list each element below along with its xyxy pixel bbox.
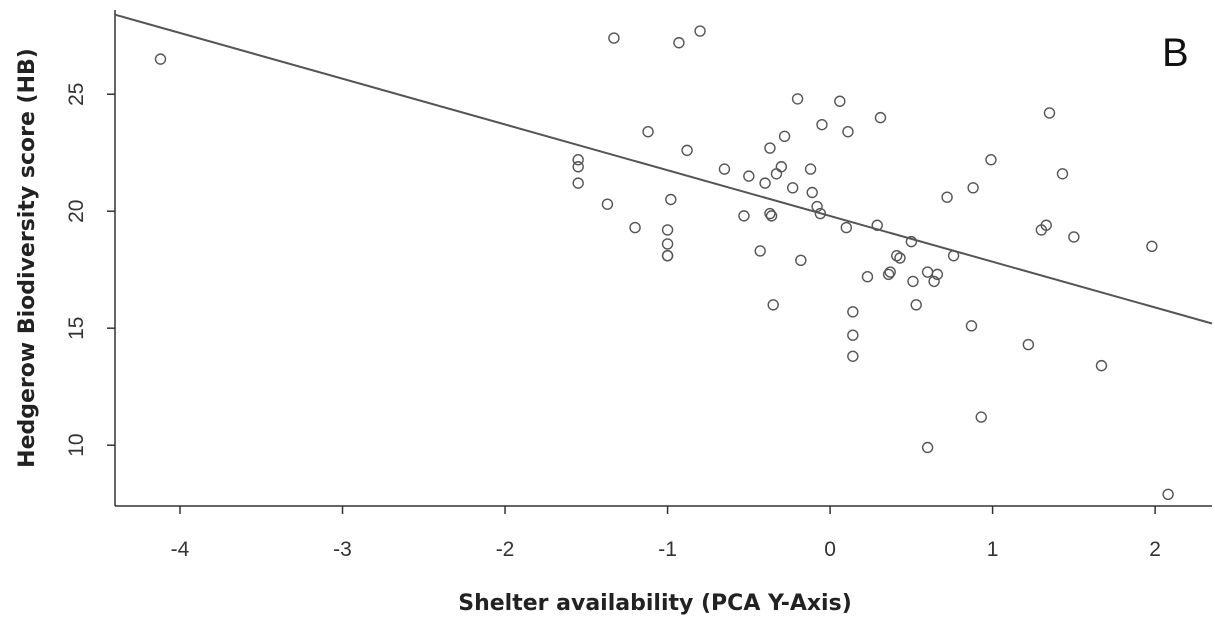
- data-point: [1095, 359, 1108, 372]
- data-point: [840, 221, 853, 234]
- data-point: [847, 306, 859, 318]
- x-tick-label: 2: [1149, 538, 1161, 561]
- x-tick-label: -1: [658, 538, 677, 561]
- data-point: [572, 177, 584, 189]
- x-tick-label: -2: [496, 538, 515, 561]
- x-tick-label: 1: [987, 538, 999, 561]
- panel-label: B: [1162, 31, 1189, 75]
- data-point: [629, 221, 641, 234]
- data-point: [1068, 231, 1080, 243]
- data-point: [928, 275, 940, 288]
- data-point: [775, 161, 788, 173]
- data-point: [601, 198, 614, 210]
- data-point: [787, 182, 799, 194]
- data-points: [154, 25, 1174, 501]
- data-point: [967, 182, 979, 194]
- data-point: [847, 350, 859, 362]
- data-point: [975, 411, 987, 423]
- data-point: [921, 441, 934, 454]
- y-tick-label: 25: [65, 83, 88, 106]
- data-point: [816, 118, 828, 131]
- data-point: [1043, 107, 1056, 119]
- data-point: [842, 125, 854, 138]
- data-point: [791, 93, 804, 105]
- data-point: [894, 252, 906, 264]
- data-point: [941, 191, 953, 203]
- data-point: [871, 219, 883, 231]
- data-point: [882, 268, 895, 281]
- data-point: [1040, 219, 1052, 231]
- data-point: [743, 170, 755, 182]
- data-point: [718, 163, 731, 175]
- data-point: [874, 111, 887, 124]
- data-point: [694, 25, 706, 37]
- data-point: [759, 177, 771, 189]
- data-point: [907, 275, 919, 288]
- regression-line: [114, 13, 1213, 325]
- data-point: [608, 32, 620, 44]
- data-point: [1056, 168, 1069, 180]
- data-point: [910, 299, 922, 311]
- data-point: [921, 266, 934, 278]
- data-point: [1022, 338, 1035, 351]
- data-point: [891, 249, 903, 262]
- data-point: [661, 249, 674, 262]
- data-point: [811, 200, 823, 213]
- data-point: [778, 130, 791, 143]
- data-point: [947, 249, 960, 262]
- data-point: [861, 271, 874, 283]
- data-point: [834, 95, 846, 107]
- x-ticks: -4 -3 -2 -1 0 1 2: [171, 506, 1161, 561]
- data-point: [754, 245, 766, 257]
- data-point: [681, 144, 693, 157]
- data-point: [985, 154, 997, 166]
- axes-frame: [114, 10, 1212, 507]
- y-tick-label: 20: [65, 200, 88, 223]
- data-point: [673, 37, 685, 49]
- data-point: [572, 154, 584, 166]
- data-point: [884, 266, 896, 278]
- data-point: [661, 238, 674, 250]
- data-point: [1162, 488, 1174, 501]
- data-point: [804, 163, 817, 175]
- data-point: [661, 224, 674, 236]
- data-point: [847, 329, 859, 341]
- data-point: [642, 125, 654, 138]
- data-point: [795, 254, 807, 267]
- data-point: [1146, 240, 1158, 253]
- data-point: [764, 142, 776, 154]
- y-ticks: 10 15 20 25: [65, 83, 115, 457]
- data-point: [572, 161, 584, 173]
- data-point: [905, 235, 918, 248]
- data-point: [767, 299, 779, 311]
- data-point: [665, 193, 677, 206]
- data-point: [738, 210, 750, 222]
- x-tick-label: -3: [333, 538, 352, 561]
- y-tick-label: 15: [65, 317, 88, 340]
- data-point: [770, 168, 783, 180]
- y-tick-label: 10: [65, 433, 88, 456]
- x-tick-label: 0: [824, 538, 836, 561]
- data-point: [764, 207, 776, 220]
- y-axis-title: Hedgerow Biodiversity score (HB): [15, 48, 40, 468]
- x-axis-title: Shelter availability (PCA Y-Axis): [458, 591, 852, 616]
- data-point: [806, 186, 818, 199]
- data-point: [765, 210, 778, 222]
- data-point: [931, 268, 944, 281]
- data-point: [965, 320, 978, 332]
- data-point: [814, 207, 827, 220]
- data-point: [154, 53, 167, 65]
- x-tick-label: -4: [171, 538, 190, 561]
